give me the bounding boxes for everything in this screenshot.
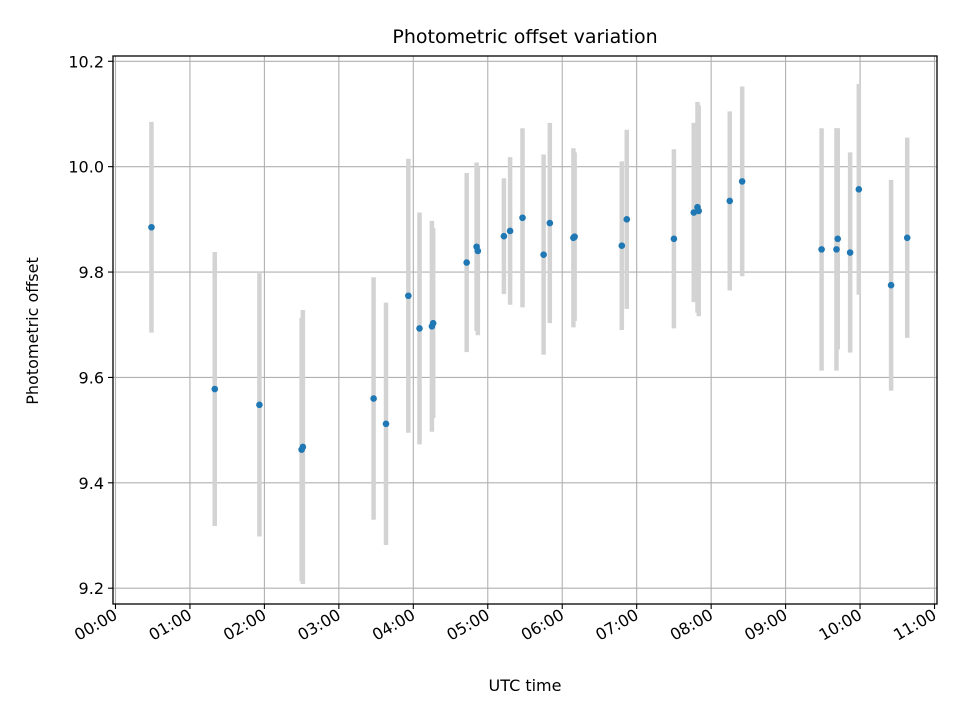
data-point bbox=[546, 219, 554, 227]
data-point bbox=[474, 247, 482, 255]
data-point bbox=[690, 209, 698, 216]
data-point bbox=[846, 249, 854, 256]
data-point bbox=[833, 246, 840, 253]
data-point bbox=[903, 234, 911, 242]
data-point bbox=[623, 216, 631, 223]
data-point bbox=[256, 401, 263, 409]
data-point bbox=[834, 235, 842, 243]
data-point bbox=[571, 233, 578, 241]
data-point bbox=[463, 259, 470, 266]
data-points bbox=[148, 178, 911, 453]
data-point bbox=[519, 214, 526, 222]
data-point bbox=[500, 232, 508, 240]
data-point bbox=[211, 385, 219, 393]
grid bbox=[113, 56, 937, 604]
data-point bbox=[148, 223, 155, 231]
y-axis-label: Photometric offset bbox=[23, 257, 42, 405]
data-point bbox=[429, 319, 437, 327]
data-point bbox=[370, 395, 377, 402]
y-tick-label: 9.4 bbox=[79, 474, 104, 493]
data-point bbox=[416, 325, 423, 332]
y-tick-label: 10.0 bbox=[68, 158, 104, 177]
y-tick-label: 9.6 bbox=[79, 368, 104, 387]
data-point bbox=[887, 281, 895, 289]
data-point bbox=[670, 235, 678, 243]
y-tick-label: 9.8 bbox=[79, 263, 104, 282]
data-point bbox=[382, 420, 390, 428]
data-point bbox=[540, 251, 547, 258]
data-point bbox=[695, 207, 703, 215]
y-axis-ticks: 9.2 9.4 9.6 9.8 10.0 10.2 bbox=[68, 52, 113, 598]
data-point bbox=[299, 443, 307, 451]
plot-area-frame bbox=[112, 55, 938, 605]
data-point bbox=[506, 227, 514, 235]
data-point bbox=[738, 178, 746, 185]
data-point bbox=[855, 186, 863, 193]
y-tick-label: 9.2 bbox=[79, 579, 104, 598]
data-point bbox=[726, 197, 734, 205]
data-point bbox=[818, 246, 825, 253]
x-axis-label: UTC time bbox=[489, 676, 562, 695]
data-point bbox=[618, 242, 626, 249]
y-tick-label: 10.2 bbox=[68, 52, 104, 71]
chart-title: Photometric offset variation bbox=[392, 26, 657, 48]
data-point bbox=[405, 292, 412, 300]
